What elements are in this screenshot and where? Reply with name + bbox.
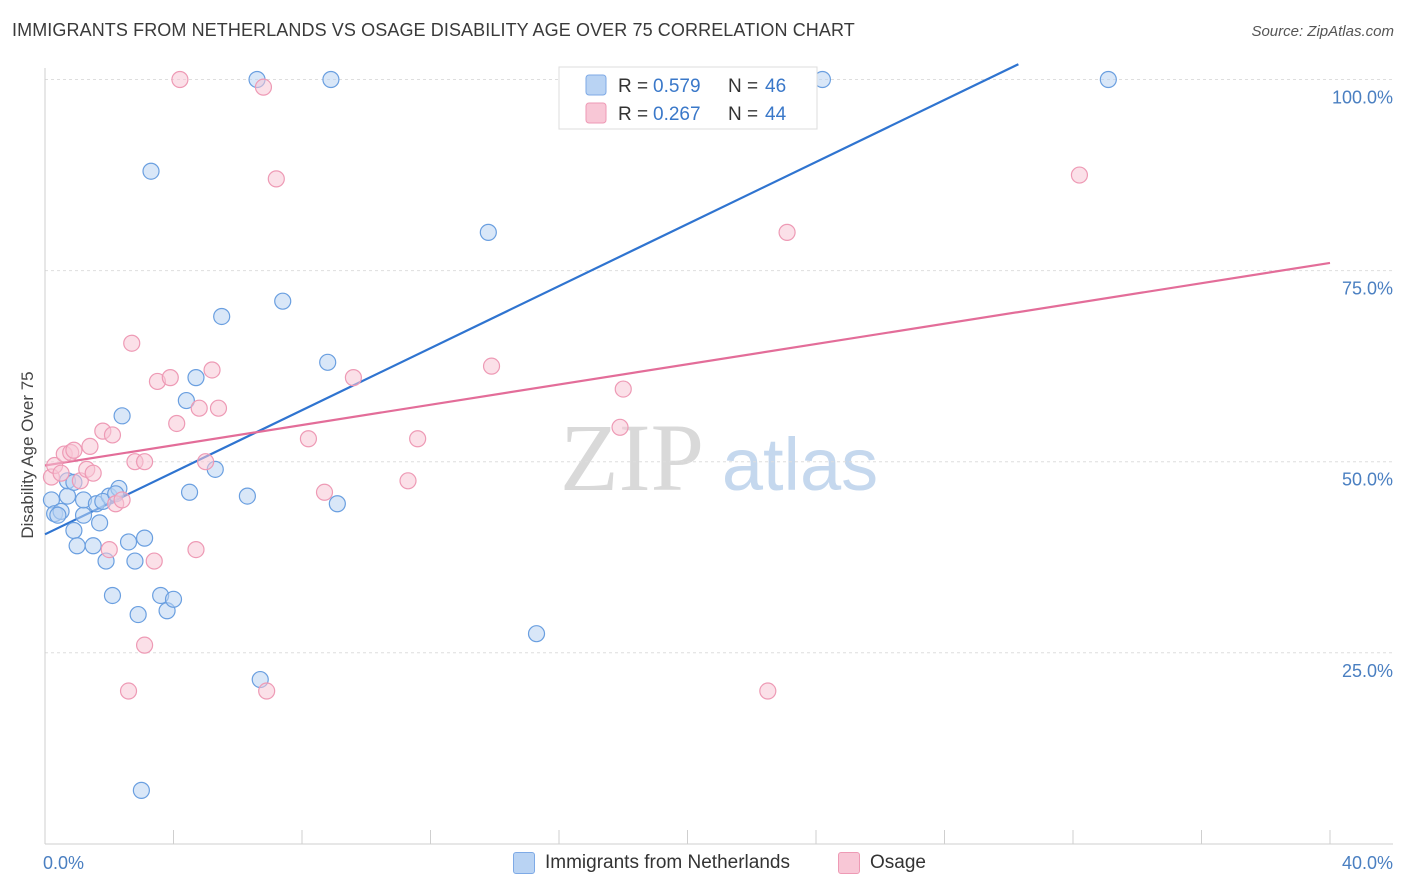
point-osage bbox=[299, 430, 318, 448]
legend-label-netherlands: Immigrants from Netherlands bbox=[545, 852, 790, 873]
gridlines bbox=[45, 79, 1393, 654]
legend-item-netherlands: Immigrants from Netherlands bbox=[513, 852, 790, 874]
point-osage bbox=[614, 380, 632, 398]
point-osage bbox=[123, 334, 141, 352]
y-tick-label: 100.0% bbox=[1332, 88, 1393, 108]
point-netherlands bbox=[135, 529, 154, 547]
legend-item-osage: Osage bbox=[838, 852, 926, 874]
point-netherlands bbox=[527, 625, 546, 643]
point-osage bbox=[135, 453, 154, 471]
point-osage bbox=[65, 441, 83, 459]
point-osage bbox=[135, 636, 154, 654]
point-osage bbox=[190, 399, 208, 417]
y-tick-label: 75.0% bbox=[1342, 279, 1393, 299]
point-netherlands bbox=[49, 506, 67, 524]
point-netherlands bbox=[91, 514, 109, 532]
point-netherlands bbox=[126, 552, 144, 570]
point-osage bbox=[315, 483, 334, 501]
point-netherlands bbox=[180, 483, 199, 501]
point-osage bbox=[611, 418, 629, 436]
point-netherlands bbox=[164, 590, 183, 608]
legend-n-label-1: N = bbox=[728, 76, 758, 97]
point-netherlands bbox=[1099, 70, 1117, 89]
axes bbox=[44, 68, 1393, 845]
legend-label-osage: Osage bbox=[870, 852, 926, 873]
point-netherlands bbox=[238, 487, 256, 505]
source-credit: Source: ZipAtlas.com bbox=[1251, 23, 1394, 40]
legend-n-label-2: N = bbox=[728, 104, 758, 125]
y-tick-labels: 25.0% 50.0% 75.0% 100.0% bbox=[1332, 88, 1393, 681]
legend-n-value-1: 46 bbox=[765, 76, 786, 97]
point-osage bbox=[81, 437, 99, 456]
legend-r-label-1: R = bbox=[618, 76, 648, 97]
point-osage bbox=[52, 464, 70, 482]
point-osage bbox=[267, 170, 285, 188]
point-netherlands bbox=[119, 533, 138, 551]
point-netherlands bbox=[132, 781, 150, 799]
x-tick-label: 40.0% bbox=[1342, 853, 1393, 873]
legend-swatch-netherlands bbox=[585, 74, 607, 96]
trend-line-osage bbox=[44, 261, 1331, 467]
point-osage bbox=[759, 682, 777, 700]
point-netherlands bbox=[142, 162, 160, 180]
x-tick-label: 0.0% bbox=[43, 853, 84, 873]
point-osage bbox=[84, 464, 102, 482]
x-tick-labels: 0.0% 40.0% bbox=[43, 853, 1393, 873]
watermark-atlas: atlas bbox=[722, 423, 878, 506]
point-osage bbox=[103, 426, 122, 444]
point-osage bbox=[100, 541, 118, 559]
point-osage bbox=[171, 70, 189, 89]
legend-r-value-1: 0.579 bbox=[653, 76, 701, 97]
watermark-zip: ZIP bbox=[560, 404, 704, 511]
point-osage bbox=[187, 541, 205, 559]
point-osage bbox=[258, 682, 276, 700]
point-netherlands bbox=[68, 537, 86, 555]
point-netherlands bbox=[65, 521, 83, 540]
point-netherlands bbox=[113, 407, 131, 425]
point-osage bbox=[197, 453, 215, 471]
legend-r-value-2: 0.267 bbox=[653, 104, 701, 125]
point-osage bbox=[409, 430, 427, 448]
point-osage bbox=[778, 223, 796, 241]
legend-swatch-osage-bottom bbox=[838, 852, 860, 874]
correlation-legend: R = 0.579 N = 46 R = 0.267 N = 44 bbox=[558, 66, 818, 130]
point-netherlands bbox=[187, 369, 205, 387]
chart-title: IMMIGRANTS FROM NETHERLANDS VS OSAGE DIS… bbox=[12, 20, 855, 40]
point-osage bbox=[145, 552, 163, 570]
point-netherlands bbox=[74, 506, 93, 524]
point-netherlands bbox=[84, 537, 102, 555]
data-points bbox=[42, 70, 1117, 799]
point-osage bbox=[482, 357, 501, 375]
point-osage bbox=[254, 78, 273, 96]
legend-n-value-2: 44 bbox=[765, 104, 787, 125]
watermark: ZIP atlas bbox=[560, 404, 878, 511]
legend-r-label-2: R = bbox=[618, 104, 648, 125]
point-netherlands bbox=[328, 495, 346, 513]
y-axis-title: Disability Age Over 75 bbox=[18, 371, 37, 538]
point-osage bbox=[1070, 166, 1089, 184]
point-osage bbox=[344, 369, 362, 387]
point-osage bbox=[119, 682, 138, 700]
y-tick-label: 25.0% bbox=[1342, 661, 1393, 681]
point-osage bbox=[399, 472, 417, 490]
point-osage bbox=[203, 361, 221, 379]
point-netherlands bbox=[319, 353, 337, 371]
point-osage bbox=[168, 414, 186, 433]
point-netherlands bbox=[479, 223, 497, 241]
legend-swatch-netherlands-bottom bbox=[513, 852, 535, 874]
point-netherlands bbox=[274, 292, 292, 310]
point-netherlands bbox=[177, 391, 195, 410]
point-netherlands bbox=[322, 70, 340, 89]
point-osage bbox=[161, 369, 179, 387]
point-netherlands bbox=[129, 605, 147, 624]
point-netherlands bbox=[103, 586, 122, 605]
point-osage bbox=[209, 399, 228, 417]
legend-swatch-osage bbox=[585, 102, 607, 124]
y-tick-label: 50.0% bbox=[1342, 470, 1393, 490]
point-netherlands bbox=[213, 307, 231, 326]
point-osage bbox=[113, 491, 131, 509]
